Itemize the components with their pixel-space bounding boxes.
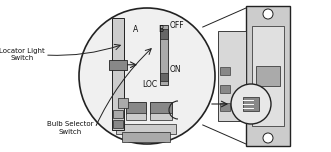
Bar	[220, 103, 230, 111]
Bar	[116, 124, 176, 134]
Bar	[126, 113, 146, 120]
Text: Locator Light
Switch: Locator Light Switch	[0, 48, 45, 62]
Bar	[160, 73, 168, 81]
Bar	[113, 110, 123, 118]
Bar	[220, 67, 230, 75]
Bar	[160, 25, 168, 85]
Bar	[150, 113, 172, 120]
Text: LOC: LOC	[142, 80, 157, 89]
Circle shape	[231, 84, 271, 124]
Bar	[118, 98, 128, 108]
Bar	[218, 31, 246, 121]
Bar	[246, 6, 290, 146]
Bar	[126, 102, 146, 114]
Circle shape	[263, 133, 273, 143]
Bar	[256, 66, 280, 86]
Bar	[113, 120, 123, 128]
Bar	[150, 102, 172, 114]
Text: A: A	[133, 26, 139, 35]
Text: ON: ON	[170, 66, 182, 74]
Bar	[160, 29, 168, 39]
Bar	[243, 97, 259, 111]
Bar	[112, 18, 124, 130]
Circle shape	[263, 9, 273, 19]
Bar	[220, 85, 230, 93]
Bar	[252, 26, 284, 126]
Text: Bulb Selector
Switch: Bulb Selector Switch	[47, 121, 93, 135]
Text: B: B	[159, 26, 164, 35]
Text: OFF: OFF	[170, 21, 185, 31]
Bar	[122, 132, 170, 142]
Ellipse shape	[79, 8, 215, 144]
Bar	[109, 60, 127, 70]
